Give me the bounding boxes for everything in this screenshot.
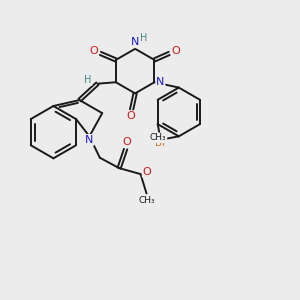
Text: O: O (172, 46, 180, 56)
Text: O: O (89, 46, 98, 56)
Text: O: O (127, 111, 135, 121)
Text: H: H (140, 32, 147, 43)
Text: N: N (85, 135, 94, 145)
Text: Br: Br (155, 139, 167, 148)
Text: CH₃: CH₃ (138, 196, 155, 205)
Text: N: N (131, 37, 139, 47)
Text: O: O (123, 137, 132, 147)
Text: N: N (156, 76, 165, 87)
Text: CH₃: CH₃ (150, 133, 166, 142)
Text: O: O (143, 167, 152, 177)
Text: H: H (84, 75, 92, 85)
